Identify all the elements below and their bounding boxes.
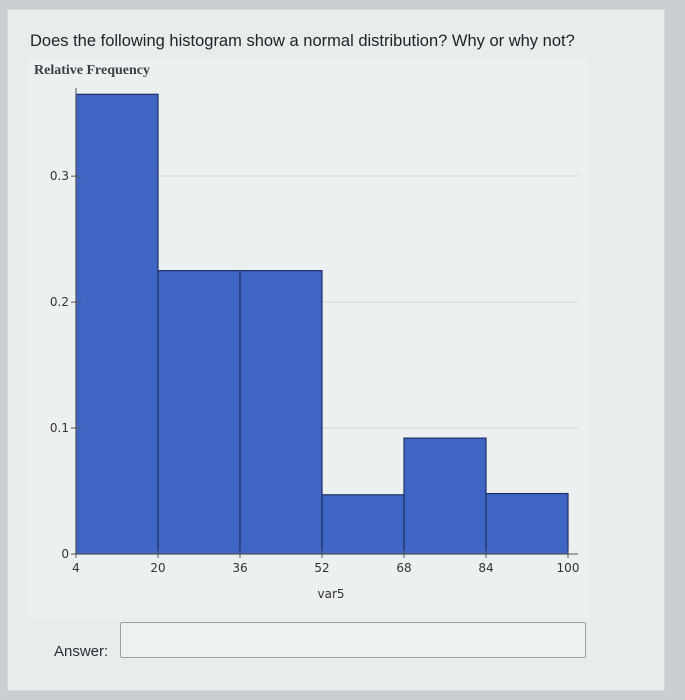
x-tick-label: 52: [314, 561, 329, 575]
histogram-bar: [239, 270, 323, 555]
histogram-bar: [75, 93, 159, 555]
histogram-bar: [321, 494, 405, 555]
x-tick-label: 36: [232, 561, 247, 575]
x-tick-label: 4: [72, 561, 80, 575]
y-tick-label: 0: [61, 547, 69, 561]
histogram-svg: Relative Frequency 0 0.1 0.2 0.3 4 20 36 52 68 8…: [34, 63, 579, 601]
x-tick-label: 84: [478, 561, 493, 575]
histogram-bar: [485, 492, 569, 555]
histogram-bar: [403, 437, 487, 555]
y-ticks: 0 0.1 0.2 0.3: [50, 169, 81, 561]
axes: [75, 88, 578, 555]
x-ticks: 4 20 36 52 68 84 100: [72, 550, 579, 575]
question-text: Does the following histogram show a norm…: [30, 32, 575, 50]
bars: [75, 93, 569, 555]
y-tick-label: 0.2: [50, 295, 69, 309]
x-tick-label: 68: [396, 561, 411, 575]
y-axis-label: Relative Frequency: [34, 63, 150, 78]
answer-input[interactable]: [120, 622, 586, 658]
histogram-bar: [157, 270, 241, 555]
x-axis-label: var5: [317, 587, 344, 601]
y-tick-label: 0.3: [50, 169, 69, 183]
histogram-chart: Relative Frequency 0 0.1 0.2 0.3 4 20 36 52 68 8…: [28, 58, 588, 618]
question-card: Does the following histogram show a norm…: [8, 10, 664, 690]
answer-label: Answer:: [54, 643, 109, 660]
y-tick-label: 0.1: [50, 421, 69, 435]
x-tick-label: 20: [150, 561, 165, 575]
x-tick-label: 100: [557, 561, 580, 575]
